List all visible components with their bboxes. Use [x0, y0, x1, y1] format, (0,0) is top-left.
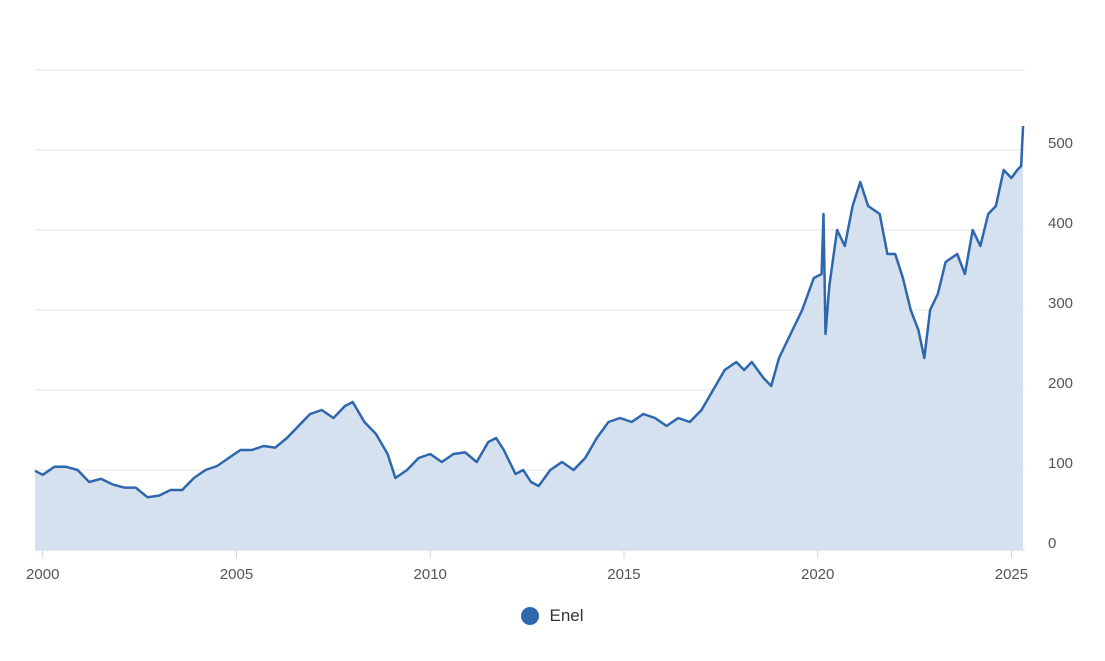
series-line-layer	[34, 125, 1025, 499]
legend-label-enel[interactable]: Enel	[549, 606, 584, 625]
axis-layer: 0 100 200 300 400 500 2000 2005 2010 2015 2020 2025	[26, 135, 1073, 583]
legend[interactable]: Enel	[0, 606, 1105, 626]
legend-marker-enel[interactable]	[521, 607, 540, 625]
y-tick-label: 200	[1048, 375, 1073, 392]
y-tick-label: 500	[1048, 135, 1073, 152]
series-area-enel	[35, 126, 1024, 550]
x-tick-label: 2025	[995, 566, 1028, 583]
y-tick-label: 400	[1048, 215, 1073, 232]
series-area-layer	[35, 126, 1024, 550]
y-tick-label: 0	[1048, 535, 1056, 552]
x-tick-label: 2020	[801, 566, 834, 583]
y-tick-label: 100	[1048, 455, 1073, 472]
series-line-enel[interactable]	[34, 125, 1025, 499]
y-tick-label: 300	[1048, 295, 1073, 312]
chart-svg: 0 100 200 300 400 500 2000 2005 2010 2015 2020 2025	[26, 69, 1073, 583]
x-tick-label: 2000	[26, 566, 59, 583]
x-tick-label: 2015	[607, 566, 640, 583]
x-tick-label: 2005	[220, 566, 253, 583]
x-tick-label: 2010	[414, 566, 447, 583]
